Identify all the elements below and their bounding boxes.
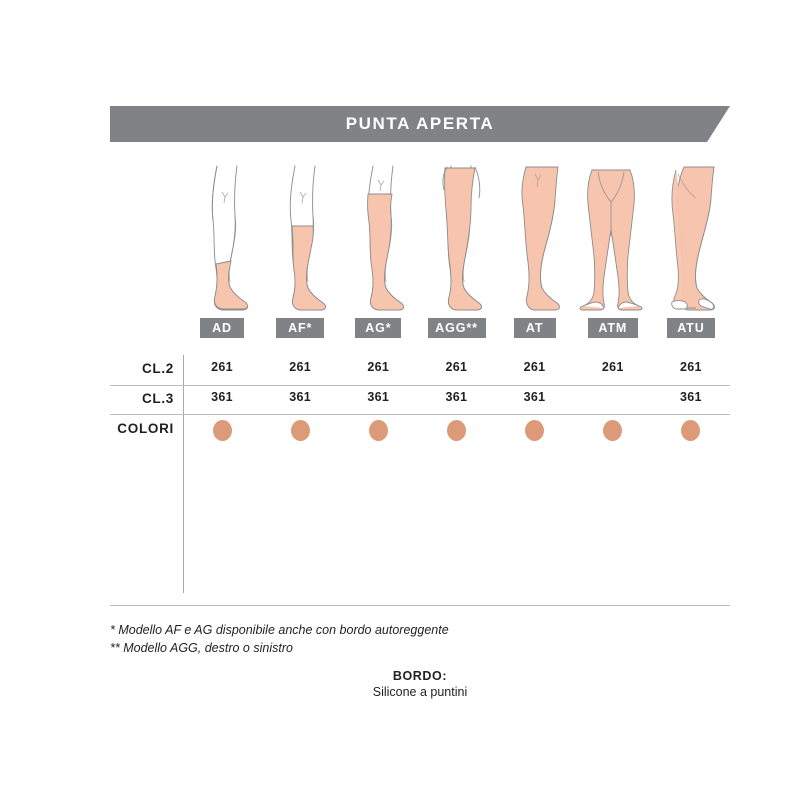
color-dot — [446, 420, 466, 441]
cell-cl2-ATU: 261 — [679, 360, 702, 374]
cell-cl2-ATM: 261 — [601, 360, 624, 374]
footnote-2: ** Modello AGG, destro o sinistro — [110, 641, 293, 655]
color-swatch-AGstar[interactable] — [339, 416, 417, 446]
code-chip-AGstar[interactable]: AG* — [355, 318, 402, 338]
cell-cl3-AGGstarstar: 361 — [445, 390, 468, 404]
row-label-cl3: CL.3 — [141, 391, 174, 406]
color-swatch-AD[interactable] — [183, 416, 261, 446]
row-label-colori: COLORI — [117, 421, 174, 436]
banner-title: PUNTA APERTA — [345, 114, 495, 133]
table-vertical-divider — [183, 355, 184, 593]
color-dot — [290, 420, 310, 441]
footnote-1: * Modello AF e AG disponibile anche con … — [110, 623, 449, 637]
illustration-full-tights-side-leg — [496, 160, 574, 315]
banner-shape — [110, 106, 730, 142]
row-label-cl2: CL.2 — [141, 361, 174, 376]
spec-table: CL.2 CL.3 COLORI 261 261 261 261 261 261 261 3… — [110, 352, 730, 602]
color-dot — [525, 420, 545, 441]
code-label-row: AD AF* AG* AGG** AT ATM ATU — [183, 318, 730, 338]
banner: PUNTA APERTA — [110, 106, 730, 142]
color-dot — [212, 420, 232, 441]
cell-cl3-ATU: 361 — [679, 390, 702, 404]
color-swatch-AGGstarstar[interactable] — [417, 416, 495, 446]
code-chip-AT[interactable]: AT — [513, 318, 556, 338]
bordo-description: Silicone a puntini — [372, 685, 468, 699]
color-swatch-AT[interactable] — [496, 416, 574, 446]
code-chip-AFstar[interactable]: AF* — [276, 318, 325, 338]
illustration-below-knee-stocking-leg — [261, 160, 339, 315]
table-row-cl3: 361 361 361 361 361 361 — [183, 390, 730, 412]
cell-cl3-AD: 361 — [211, 390, 233, 404]
color-swatch-AFstar[interactable] — [261, 416, 339, 446]
footer-divider — [110, 605, 730, 606]
table-row-colori — [183, 416, 730, 446]
cell-cl2-AD: 261 — [211, 360, 233, 374]
cell-cl2-AT: 261 — [523, 360, 546, 374]
color-swatch-ATU[interactable] — [652, 416, 730, 446]
color-dot — [368, 420, 388, 441]
code-chip-ATM[interactable]: ATM — [587, 318, 638, 338]
illustration-ankle-stocking-leg — [183, 160, 261, 315]
code-chip-AD[interactable]: AD — [200, 318, 245, 338]
table-rule-1 — [110, 385, 730, 386]
table-row-cl2: 261 261 261 261 261 261 261 — [183, 360, 730, 382]
illustration-full-tights-side-pair — [652, 160, 730, 315]
color-dot — [681, 420, 701, 441]
cell-cl2-AGGstarstar: 261 — [445, 360, 468, 374]
table-rule-2 — [110, 414, 730, 415]
illustration-maternity-tights-front — [574, 160, 652, 315]
illustration-thigh-high-stocking-leg — [339, 160, 417, 315]
bordo-block: BORDO: Silicone a puntini — [110, 668, 730, 701]
illustration-row — [183, 160, 730, 315]
cell-cl3-AGstar: 361 — [367, 390, 390, 404]
illustration-single-leg-panty-stocking — [417, 160, 495, 315]
cell-cl2-AFstar: 261 — [289, 360, 311, 374]
code-chip-ATU[interactable]: ATU — [666, 318, 715, 338]
code-chip-AGGstarstar[interactable]: AGG** — [427, 318, 486, 338]
bordo-title: BORDO: — [392, 669, 448, 683]
color-dot — [603, 420, 623, 441]
color-swatch-ATM[interactable] — [574, 416, 652, 446]
cell-cl3-AFstar: 361 — [289, 390, 311, 404]
cell-cl2-AGstar: 261 — [367, 360, 390, 374]
cell-cl3-AT: 361 — [523, 390, 546, 404]
